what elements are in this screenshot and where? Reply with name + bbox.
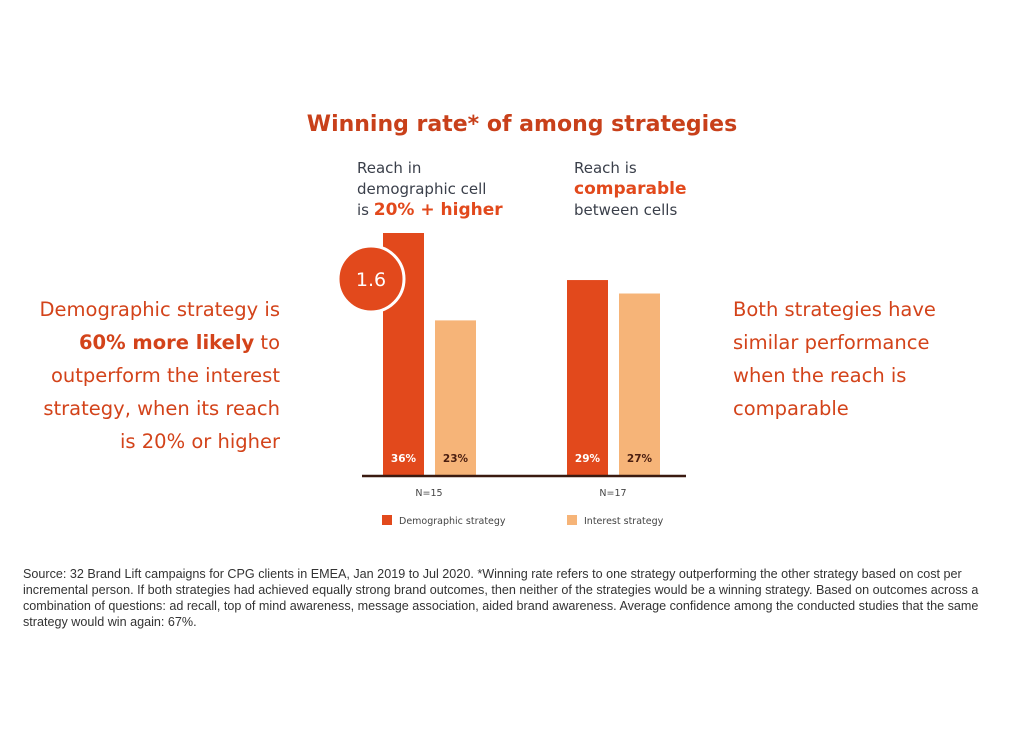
takeaway-highlight: 60% more likely xyxy=(78,331,255,354)
legend-swatch xyxy=(567,515,577,525)
takeaway-line: similar performance xyxy=(733,331,930,354)
footnote: Source: 32 Brand Lift campaigns for CPG … xyxy=(23,567,979,629)
multiplier-badge xyxy=(336,244,406,314)
group1-note: Reach in demographic cell is 20% + highe… xyxy=(357,158,503,221)
group2-note: Reach is comparable between cells xyxy=(574,158,687,221)
x-tick-label: N=15 xyxy=(415,488,442,499)
legend-label: Demographic strategy xyxy=(399,516,506,527)
right-takeaway: Both strategies have similar performance… xyxy=(733,293,936,425)
bar-value-label: 36% xyxy=(391,453,417,465)
bar-interest-strategy xyxy=(619,293,660,475)
legend-label: Interest strategy xyxy=(584,516,664,527)
takeaway-line: when the reach is xyxy=(733,364,907,387)
takeaway-line: Demographic strategy is xyxy=(39,298,280,321)
legend-swatch xyxy=(382,515,392,525)
takeaway-line: Both strategies have xyxy=(733,298,936,321)
note-line: Reach is xyxy=(574,159,637,177)
note-line: between cells xyxy=(574,201,678,219)
multiplier-label: 1.6 xyxy=(356,269,386,291)
bar-demographic-strategy xyxy=(567,280,608,475)
left-takeaway: Demographic strategy is 60% more likely … xyxy=(40,293,280,458)
bar-value-label: 29% xyxy=(575,453,601,465)
bar-interest-strategy xyxy=(435,320,476,475)
takeaway-line: to xyxy=(254,331,280,354)
note-highlight: comparable xyxy=(574,179,687,199)
note-line: demographic cell xyxy=(357,180,487,198)
note-line: is xyxy=(357,201,374,219)
chart-title: Winning rate* of among strategies xyxy=(306,112,738,137)
bar-value-label: 27% xyxy=(627,453,653,465)
bar-value-label: 23% xyxy=(443,453,469,465)
x-tick-label: N=17 xyxy=(599,488,626,499)
note-highlight: 20% + higher xyxy=(373,200,503,220)
takeaway-line: is 20% or higher xyxy=(120,430,280,453)
takeaway-line: strategy, when its reach xyxy=(43,397,280,420)
note-line: Reach in xyxy=(357,159,422,177)
takeaway-line: comparable xyxy=(733,397,849,420)
takeaway-line: outperform the interest xyxy=(50,364,280,387)
